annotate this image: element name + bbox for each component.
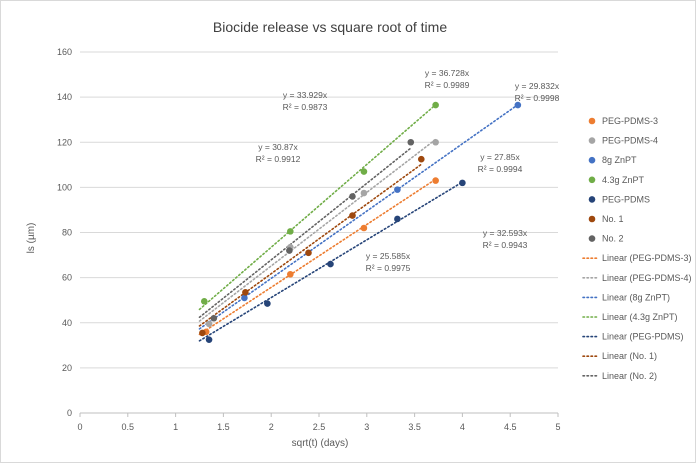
x-tick-label: 2.5 bbox=[313, 422, 326, 432]
trend-r-squared: R² = 0.9873 bbox=[283, 102, 328, 112]
legend-label: PEG-PDMS-3 bbox=[602, 116, 658, 126]
data-point bbox=[514, 101, 522, 109]
legend-marker bbox=[588, 156, 596, 164]
x-tick-label: 4 bbox=[460, 422, 465, 432]
legend-label: Linear (4.3g ZnPT) bbox=[602, 312, 678, 322]
data-point bbox=[432, 177, 439, 184]
data-point bbox=[459, 179, 466, 187]
x-tick-label: 0.5 bbox=[122, 422, 135, 432]
legend-marker bbox=[588, 215, 596, 223]
trend-r-squared: R² = 0.9912 bbox=[256, 154, 301, 164]
legend-label: Linear (PEG-PDMS-4) bbox=[602, 273, 692, 283]
legend-label: 8g ZnPT bbox=[602, 155, 637, 165]
trend-r-squared: R² = 0.9998 bbox=[515, 93, 560, 103]
trendline bbox=[198, 103, 519, 330]
y-tick-label: 140 bbox=[57, 92, 72, 102]
grid-layer bbox=[80, 51, 558, 414]
x-tick-label: 5 bbox=[555, 422, 560, 432]
x-tick-label: 1 bbox=[173, 422, 178, 432]
trend-equation: y = 32.593x bbox=[483, 228, 528, 238]
trend-equation: y = 25.585x bbox=[366, 251, 411, 261]
y-tick-label: 160 bbox=[57, 47, 72, 57]
data-point bbox=[394, 215, 401, 223]
legend-label: PEG-PDMS bbox=[602, 194, 650, 204]
legend-marker bbox=[588, 235, 596, 242]
data-point bbox=[210, 314, 218, 322]
data-point bbox=[394, 186, 401, 193]
legend-marker bbox=[588, 117, 596, 125]
legend-label: Linear (No. 1) bbox=[602, 351, 657, 361]
data-point bbox=[432, 101, 439, 109]
data-point bbox=[200, 298, 208, 305]
trend-equation: y = 29.832x bbox=[515, 81, 560, 91]
x-tick-label: 0 bbox=[77, 422, 82, 432]
legend-label: No. 1 bbox=[602, 214, 624, 224]
legend-label: Linear (No. 2) bbox=[602, 371, 657, 381]
data-point bbox=[305, 249, 312, 257]
y-tick-label: 0 bbox=[67, 408, 72, 418]
trendline bbox=[198, 163, 423, 327]
data-point bbox=[349, 212, 356, 219]
data-point bbox=[417, 155, 425, 163]
data-point bbox=[327, 260, 334, 268]
legend-label: PEG-PDMS-4 bbox=[602, 136, 658, 146]
data-point bbox=[264, 300, 271, 307]
x-tick-label: 4.5 bbox=[504, 422, 517, 432]
data-point bbox=[286, 247, 293, 254]
legend-label: Linear (PEG-PDMS-3) bbox=[602, 253, 692, 263]
x-tick-label: 1.5 bbox=[217, 422, 230, 432]
trend-r-squared: R² = 0.9943 bbox=[483, 240, 528, 250]
point-layer bbox=[199, 101, 522, 343]
y-tick-label: 20 bbox=[62, 363, 72, 373]
data-point bbox=[205, 336, 213, 343]
y-tick-label: 40 bbox=[62, 318, 72, 328]
data-point bbox=[360, 189, 368, 197]
trend-equation: y = 33.929x bbox=[283, 90, 328, 100]
trend-r-squared: R² = 0.9975 bbox=[366, 263, 411, 273]
trendline bbox=[198, 138, 437, 322]
data-point bbox=[199, 329, 206, 337]
legend-marker bbox=[588, 176, 596, 184]
legend-label: No. 2 bbox=[602, 234, 624, 244]
trend-equation: y = 27.85x bbox=[480, 152, 520, 162]
data-point bbox=[360, 168, 368, 175]
annotation-layer: y = 33.929x R² = 0.9873 y = 36.728x R² = 0.… bbox=[256, 68, 560, 273]
y-axis-title: ls (µm) bbox=[26, 223, 37, 254]
trend-equation: y = 36.728x bbox=[425, 68, 470, 78]
trend-r-squared: R² = 0.9994 bbox=[478, 164, 523, 174]
legend-label: Linear (PEG-PDMS) bbox=[602, 332, 684, 342]
x-tick-label: 3.5 bbox=[408, 422, 421, 432]
data-point bbox=[241, 294, 248, 302]
data-point bbox=[432, 138, 439, 146]
chart-title: Biocide release vs square root of time bbox=[213, 19, 447, 35]
trendline bbox=[198, 178, 437, 336]
trend-equation: y = 30.87x bbox=[258, 142, 298, 152]
legend-label: Linear (8g ZnPT) bbox=[602, 292, 670, 302]
trendline bbox=[198, 147, 412, 319]
data-point bbox=[349, 193, 356, 200]
legend-marker bbox=[588, 196, 596, 203]
x-axis-title: sqrt(t) (days) bbox=[292, 438, 349, 449]
trendline bbox=[198, 103, 437, 311]
x-tick-label: 2 bbox=[269, 422, 274, 432]
y-tick-label: 120 bbox=[57, 137, 72, 147]
legend: PEG-PDMS-3 PEG-PDMS-4 8g ZnPT 4.3g ZnPT PEG-… bbox=[582, 116, 692, 381]
data-point bbox=[287, 228, 294, 235]
y-tick-label: 60 bbox=[62, 273, 72, 283]
trend-r-squared: R² = 0.9989 bbox=[425, 80, 470, 90]
x-tick-label: 3 bbox=[364, 422, 369, 432]
y-tick-label: 80 bbox=[62, 228, 72, 238]
data-point bbox=[360, 224, 368, 232]
legend-marker bbox=[588, 137, 596, 144]
data-point bbox=[287, 270, 294, 278]
legend-label: 4.3g ZnPT bbox=[602, 175, 645, 185]
data-point bbox=[205, 320, 213, 328]
axis-layer: 0 20 40 60 80 100 120 140 160 0 0.5 1 1.5 2 2.5 3 3.5 4 4.… bbox=[57, 47, 561, 432]
data-point bbox=[407, 138, 415, 146]
data-point bbox=[242, 288, 249, 296]
y-tick-label: 100 bbox=[57, 182, 72, 192]
